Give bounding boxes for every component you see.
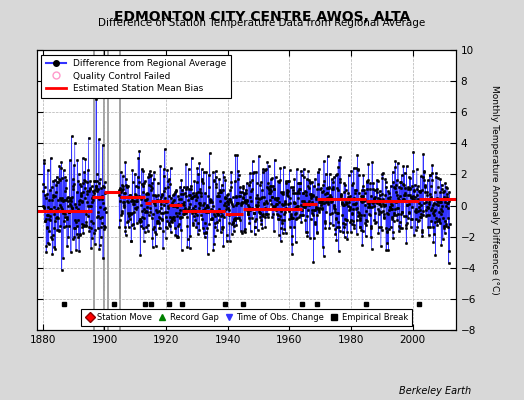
Text: Difference of Station Temperature Data from Regional Average: Difference of Station Temperature Data f… xyxy=(99,18,425,28)
Text: EDMONTON CITY CENTRE AWOS, ALTA: EDMONTON CITY CENTRE AWOS, ALTA xyxy=(114,10,410,24)
Legend: Difference from Regional Average, Quality Control Failed, Estimated Station Mean: Difference from Regional Average, Qualit… xyxy=(41,54,231,98)
Y-axis label: Monthly Temperature Anomaly Difference (°C): Monthly Temperature Anomaly Difference (… xyxy=(490,85,499,295)
Text: Berkeley Earth: Berkeley Earth xyxy=(399,386,472,396)
